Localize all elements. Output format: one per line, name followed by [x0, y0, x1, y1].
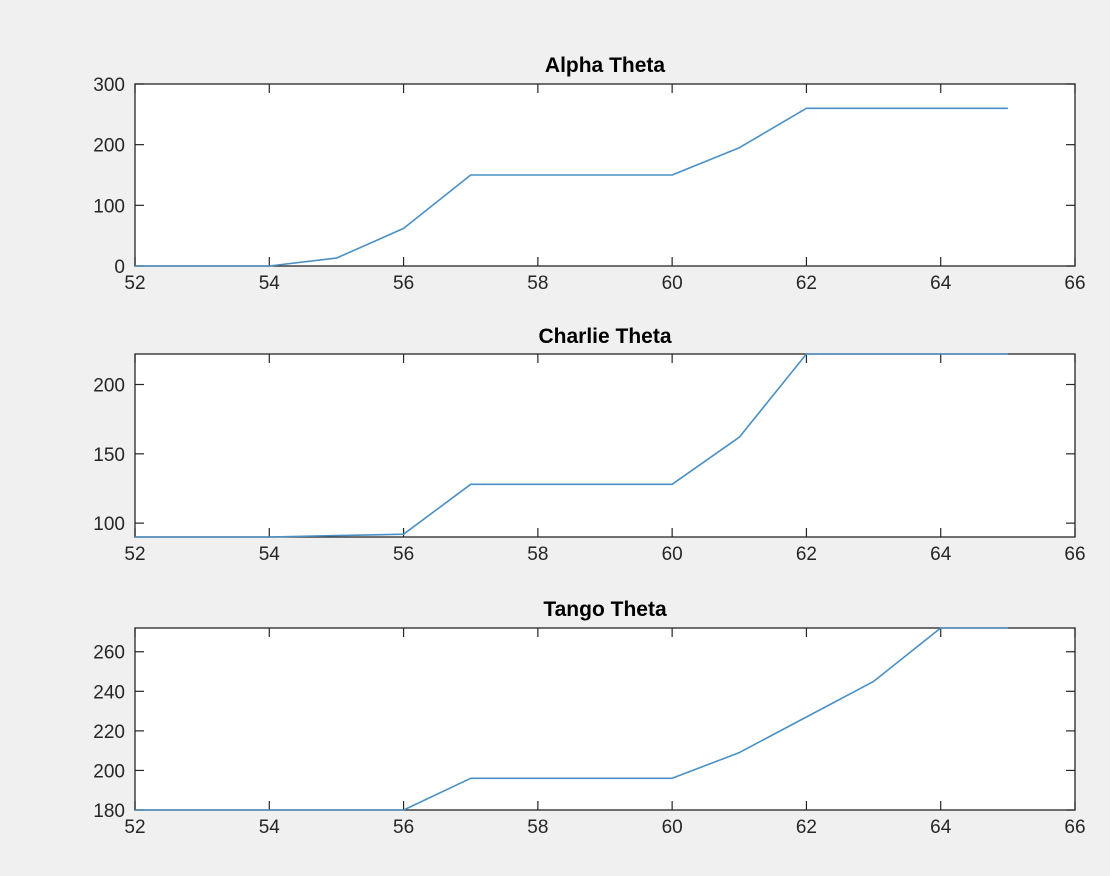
tick-marks — [134, 354, 1076, 537]
y-tick-label: 300 — [93, 75, 125, 96]
y-tick-label: 200 — [93, 761, 125, 782]
x-tick-label: 66 — [1064, 273, 1085, 294]
y-tick-label: 200 — [93, 136, 125, 157]
x-tick-label: 52 — [124, 544, 145, 565]
x-tick-labels: 52 54 56 58 60 62 64 66 — [124, 273, 1085, 294]
x-tick-label: 62 — [796, 273, 817, 294]
chart-title: Charlie Theta — [538, 325, 671, 348]
y-tick-label: 150 — [93, 445, 125, 466]
x-tick-label: 66 — [1064, 817, 1085, 838]
axes-frame — [134, 353, 1076, 538]
x-tick-label: 58 — [527, 544, 548, 565]
x-tick-label: 60 — [662, 273, 683, 294]
y-tick-label: 200 — [93, 376, 125, 397]
x-tick-label: 56 — [393, 273, 414, 294]
tick-marks — [134, 83, 1076, 267]
chart-title: Tango Theta — [543, 598, 667, 621]
x-tick-labels: 52 54 56 58 60 62 64 66 — [124, 817, 1085, 838]
tick-marks — [134, 628, 1076, 811]
y-tick-label: 180 — [93, 801, 125, 822]
y-tick-label: 100 — [93, 514, 125, 535]
y-tick-label: 0 — [114, 257, 125, 278]
x-tick-label: 64 — [930, 273, 952, 294]
axes-frame — [134, 627, 1076, 811]
x-tick-label: 64 — [930, 544, 952, 565]
x-tick-label: 60 — [662, 817, 683, 838]
x-tick-label: 54 — [259, 544, 281, 565]
series-line — [135, 627, 1008, 811]
subplot-charlie-theta: Charlie Theta 52 54 56 58 60 62 64 66 100 150 200 — [93, 325, 1085, 565]
subplot-tango-theta: Tango Theta 52 54 56 58 60 62 64 66 180 200 220 24… — [93, 598, 1085, 838]
x-tick-labels: 52 54 56 58 60 62 64 66 — [124, 544, 1085, 565]
y-tick-label: 240 — [93, 682, 125, 703]
x-tick-label: 54 — [259, 273, 281, 294]
y-tick-labels: 180 200 220 240 260 — [93, 643, 125, 822]
y-tick-labels: 100 150 200 — [93, 376, 125, 536]
x-tick-label: 58 — [527, 817, 548, 838]
series-line — [135, 107, 1008, 267]
chart-title: Alpha Theta — [545, 54, 665, 77]
x-tick-label: 60 — [662, 544, 683, 565]
x-tick-label: 54 — [259, 817, 281, 838]
x-tick-label: 52 — [124, 273, 145, 294]
subplot-alpha-theta: Alpha Theta 52 54 56 58 60 62 64 66 0 100 200 300 — [93, 54, 1085, 294]
series-line — [135, 353, 1008, 538]
x-tick-label: 52 — [124, 817, 145, 838]
y-tick-label: 220 — [93, 722, 125, 743]
x-tick-label: 62 — [796, 544, 817, 565]
x-tick-label: 56 — [393, 544, 414, 565]
x-tick-label: 66 — [1064, 544, 1085, 565]
y-tick-labels: 0 100 200 300 — [93, 75, 125, 278]
y-tick-label: 260 — [93, 643, 125, 664]
x-tick-label: 64 — [930, 817, 952, 838]
x-tick-label: 56 — [393, 817, 414, 838]
x-tick-label: 58 — [527, 273, 548, 294]
x-tick-label: 62 — [796, 817, 817, 838]
y-tick-label: 100 — [93, 196, 125, 217]
